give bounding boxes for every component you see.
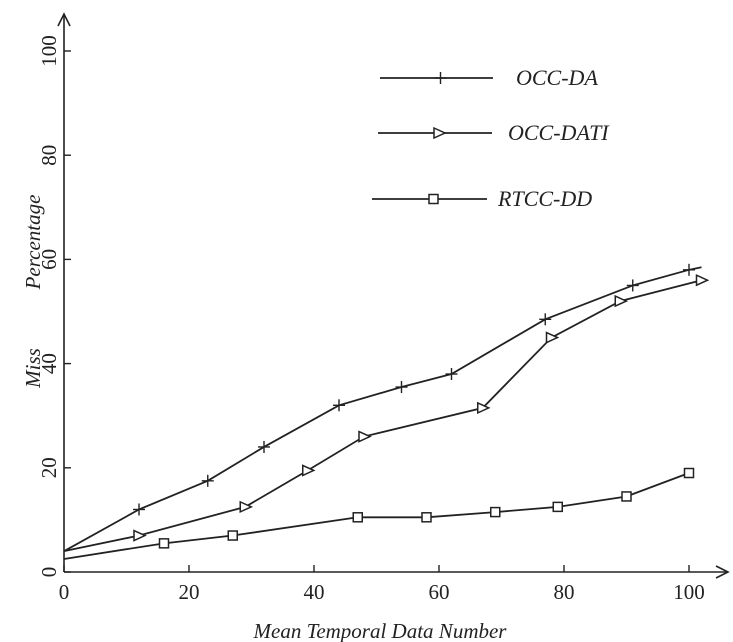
x-tick-label: 80	[554, 580, 575, 604]
series-layer	[63, 263, 710, 560]
series-line-occ-dati	[63, 279, 702, 553]
series-line-rtcc-dd	[63, 472, 690, 560]
x-tick-label: 60	[429, 580, 450, 604]
y-tick-label: 40	[37, 353, 61, 374]
data-point-occ-dati	[477, 401, 491, 415]
x-axis-title: Mean Temporal Data Number	[253, 619, 508, 642]
x-tick-label: 40	[304, 580, 325, 604]
data-point-rtcc-dd	[683, 467, 695, 479]
legend-marker-occ-da	[434, 72, 447, 84]
legend-item-occ-dati: OCC-DATI	[378, 120, 610, 145]
data-point-occ-da	[133, 503, 145, 516]
data-point-occ-dati	[695, 274, 710, 287]
data-point-occ-da	[626, 279, 639, 292]
series-occ-da	[63, 263, 702, 552]
legend-label-occ-da: OCC-DA	[516, 65, 598, 90]
data-point-occ-da	[445, 368, 458, 381]
data-point-rtcc-dd	[158, 538, 170, 549]
data-point-occ-da	[333, 399, 345, 412]
data-point-rtcc-dd	[421, 512, 432, 523]
x-tick-label: 20	[179, 580, 200, 604]
y-tick-label: 0	[37, 567, 61, 578]
data-point-occ-dati	[133, 529, 147, 542]
y-axis-title-miss: Miss	[21, 348, 45, 389]
legend-item-rtcc-dd: RTCC-DD	[372, 186, 592, 211]
series-line-occ-da	[63, 266, 702, 552]
y-tick-label: 100	[37, 35, 61, 67]
data-point-occ-dati	[358, 430, 372, 443]
x-tick-label: 0	[59, 580, 70, 604]
y-tick-label: 60	[37, 249, 61, 270]
legend-marker-rtcc-dd	[428, 193, 439, 205]
y-axis-title-percentage: Percentage	[21, 195, 45, 291]
data-point-occ-da	[539, 313, 552, 326]
data-point-occ-dati	[302, 464, 316, 477]
y-axis-arrow	[57, 12, 71, 27]
legend-label-occ-dati: OCC-DATI	[508, 120, 610, 145]
y-tick-label: 80	[37, 145, 61, 166]
data-point-occ-da	[395, 381, 408, 394]
data-point-rtcc-dd	[552, 501, 563, 513]
data-point-rtcc-dd	[352, 512, 363, 523]
legend-item-occ-da: OCC-DA	[380, 65, 598, 90]
data-point-rtcc-dd	[227, 530, 238, 541]
legend: OCC-DA OCC-DATI RTCC-DD	[372, 65, 610, 211]
data-point-occ-dati	[239, 500, 254, 514]
y-tick-label: 20	[37, 457, 61, 478]
series-rtcc-dd	[63, 467, 695, 560]
data-point-occ-da	[201, 474, 214, 487]
legend-label-rtcc-dd: RTCC-DD	[497, 186, 592, 211]
x-tick-label: 100	[673, 580, 705, 604]
data-point-occ-da	[683, 263, 695, 276]
x-axis-arrow	[715, 565, 730, 579]
legend-marker-occ-dati	[433, 126, 447, 140]
axes: 0 20 40 60 80 100 0 20 40 60 80 100	[37, 12, 730, 604]
series-occ-dati	[63, 274, 710, 553]
data-point-rtcc-dd	[490, 506, 501, 518]
data-point-occ-dati	[545, 331, 560, 344]
data-point-occ-da	[258, 440, 270, 453]
data-point-rtcc-dd	[621, 491, 632, 502]
data-point-occ-dati	[614, 294, 629, 308]
